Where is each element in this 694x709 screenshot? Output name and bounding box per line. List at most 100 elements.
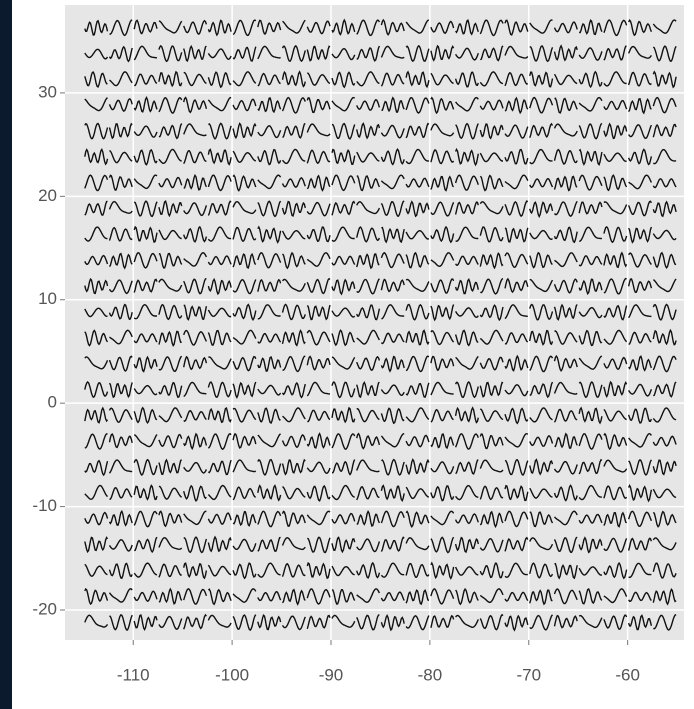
glyph: [405, 70, 430, 89]
glyph: [158, 615, 183, 630]
glyph: [430, 175, 455, 192]
glyph: [652, 251, 677, 270]
glyph: [158, 407, 183, 423]
glyph: [331, 614, 356, 628]
glyph: [158, 70, 183, 88]
glyph: [405, 177, 430, 188]
glyph: [529, 229, 553, 241]
x-tick-label: -70: [516, 665, 541, 684]
glyph: [158, 303, 183, 321]
glyph: [603, 174, 628, 192]
glyph: [108, 562, 133, 580]
glyph: [529, 177, 554, 189]
glyph: [628, 591, 652, 603]
glyph: [578, 148, 603, 166]
glyph: [430, 614, 455, 628]
glyph: [553, 484, 578, 502]
glyph: [282, 355, 306, 373]
glyph: [281, 588, 306, 606]
glyph: [108, 122, 133, 140]
glyph: [331, 255, 356, 266]
glyph: [133, 252, 158, 269]
glyph: [504, 96, 529, 115]
glyph: [158, 330, 182, 348]
glyph: [603, 561, 628, 580]
glyph: [405, 200, 430, 218]
glyph: [356, 253, 380, 270]
glyph: [603, 99, 628, 111]
glyph: [653, 148, 677, 165]
x-tick-label: -80: [418, 665, 443, 684]
glyph: [479, 613, 504, 631]
glyph: [553, 536, 578, 554]
glyph: [84, 48, 109, 60]
glyph: [455, 255, 479, 266]
glyph: [529, 537, 554, 551]
glyph: [380, 484, 405, 503]
glyph: [430, 278, 455, 294]
glyph: [430, 461, 455, 475]
glyph: [133, 484, 158, 501]
glyph: [331, 148, 356, 166]
glyph: [331, 307, 356, 318]
glyph: [405, 407, 430, 423]
glyph: [84, 226, 108, 242]
glyph: [356, 45, 381, 62]
glyph: [430, 252, 455, 268]
glyph: [628, 124, 653, 140]
glyph: [504, 252, 529, 269]
glyph: [356, 201, 381, 215]
glyph: [380, 18, 405, 36]
glyph: [84, 200, 108, 216]
glyph: [232, 19, 257, 37]
glyph: [430, 536, 455, 554]
glyph: [529, 614, 554, 631]
glyph: [232, 122, 257, 140]
glyph: [232, 432, 257, 449]
glyph: [553, 303, 578, 321]
glyph: [207, 200, 232, 216]
glyph: [282, 486, 306, 500]
glyph: [232, 486, 256, 501]
glyph: [529, 435, 554, 447]
glyph: [405, 434, 430, 448]
glyph: [108, 279, 133, 295]
glyph: [306, 588, 331, 605]
glyph: [553, 175, 578, 192]
glyph: [628, 458, 653, 476]
glyph: [405, 19, 430, 34]
glyph: [183, 461, 208, 474]
glyph: [381, 226, 405, 244]
glyph: [84, 97, 108, 112]
glyph: [183, 150, 207, 165]
glyph: [281, 96, 306, 114]
glyph: [628, 174, 653, 190]
glyph: [603, 225, 628, 244]
glyph: [479, 174, 504, 192]
glyph: [578, 381, 603, 399]
glyph: [257, 484, 282, 502]
glyph: [529, 562, 554, 579]
glyph: [479, 588, 504, 604]
glyph: [109, 487, 133, 500]
glyph: [405, 45, 430, 63]
glyph: [603, 432, 628, 451]
glyph: [405, 329, 430, 346]
glyph: [356, 486, 380, 501]
glyph: [479, 562, 504, 579]
y-tick-label: 20: [38, 186, 57, 205]
y-tick-label: 30: [38, 82, 57, 101]
glyph: [356, 459, 380, 473]
glyph: [281, 536, 306, 551]
glyph: [480, 277, 504, 295]
glyph: [504, 277, 529, 294]
glyph: [430, 96, 455, 115]
glyph: [578, 254, 603, 267]
glyph: [232, 278, 257, 295]
glyph: [380, 72, 405, 87]
glyph: [356, 19, 381, 37]
glyph: [133, 536, 158, 554]
glyph: [183, 225, 208, 243]
glyph: [84, 563, 108, 577]
y-tick-label: -10: [32, 496, 57, 515]
